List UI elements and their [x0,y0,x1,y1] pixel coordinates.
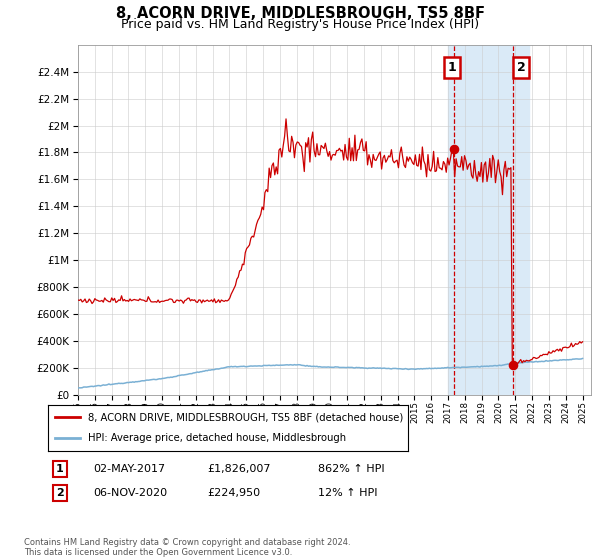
Text: 2: 2 [56,488,64,498]
Text: 1: 1 [56,464,64,474]
Bar [448,45,529,395]
Text: £224,950: £224,950 [207,488,260,498]
Text: 2: 2 [517,61,526,74]
Text: 06-NOV-2020: 06-NOV-2020 [93,488,167,498]
Point [508,360,517,369]
Text: 862% ↑ HPI: 862% ↑ HPI [318,464,385,474]
Text: £1,826,007: £1,826,007 [207,464,271,474]
Text: HPI: Average price, detached house, Middlesbrough: HPI: Average price, detached house, Midd… [88,433,346,444]
Text: 8, ACORN DRIVE, MIDDLESBROUGH, TS5 8BF: 8, ACORN DRIVE, MIDDLESBROUGH, TS5 8BF [115,6,485,21]
Text: 8, ACORN DRIVE, MIDDLESBROUGH, TS5 8BF (detached house): 8, ACORN DRIVE, MIDDLESBROUGH, TS5 8BF (… [88,412,403,422]
Text: Price paid vs. HM Land Registry's House Price Index (HPI): Price paid vs. HM Land Registry's House … [121,18,479,31]
Text: 12% ↑ HPI: 12% ↑ HPI [318,488,377,498]
Text: 1: 1 [448,61,456,74]
Text: 02-MAY-2017: 02-MAY-2017 [93,464,165,474]
Point [449,144,458,153]
Text: Contains HM Land Registry data © Crown copyright and database right 2024.
This d: Contains HM Land Registry data © Crown c… [24,538,350,557]
